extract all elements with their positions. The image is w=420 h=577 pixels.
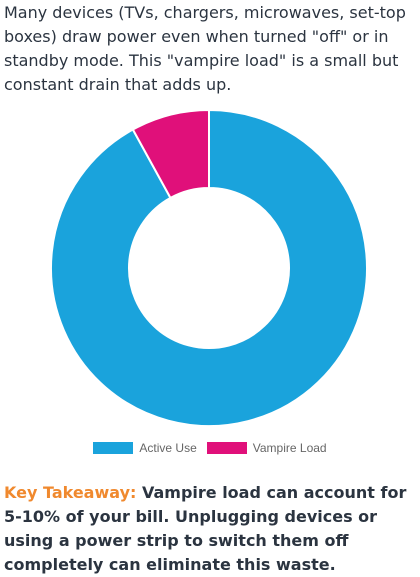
legend-item-active-use[interactable]: Active Use xyxy=(93,441,197,455)
doughnut-slice-active-use[interactable] xyxy=(50,108,368,427)
intro-paragraph: Many devices (TVs, chargers, microwaves,… xyxy=(4,3,406,94)
legend-swatch-vampire-load xyxy=(206,442,247,454)
doughnut-chart-canvas xyxy=(50,108,368,427)
legend-label-active-use: Active Use xyxy=(139,441,197,455)
legend-item-vampire-load[interactable]: Vampire Load xyxy=(206,441,327,455)
doughnut-slice-vampire-load[interactable] xyxy=(131,108,210,200)
key-takeaway-label: Key Takeaway: xyxy=(4,483,137,502)
chart-legend: Active Use Vampire Load xyxy=(0,440,420,456)
key-takeaway: Key Takeaway: Vampire load can account f… xyxy=(4,481,416,577)
legend-swatch-active-use xyxy=(93,442,134,454)
doughnut-chart xyxy=(0,104,420,464)
legend-label-vampire-load: Vampire Load xyxy=(252,441,327,455)
key-takeaway-text: Vampire load can account for 5-10% of yo… xyxy=(4,483,407,574)
